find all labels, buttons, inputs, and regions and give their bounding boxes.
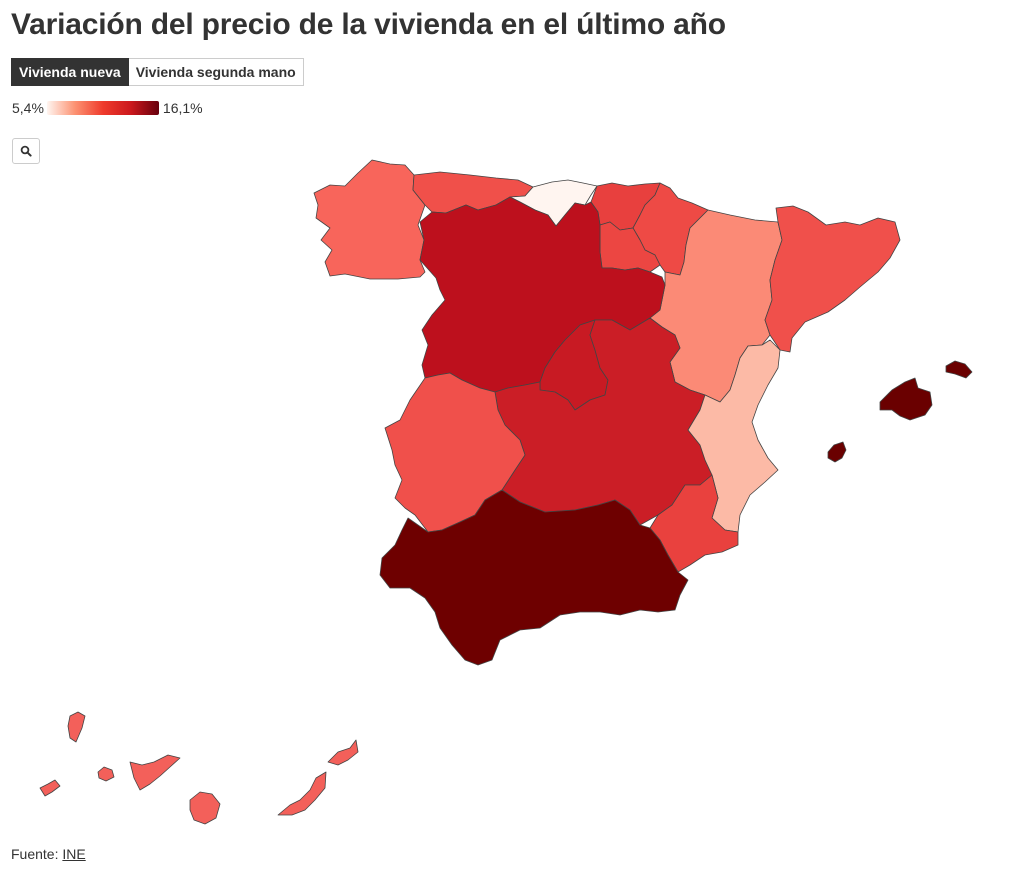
region-baleares-mallorca[interactable]	[879, 377, 933, 421]
region-canarias-tenerife[interactable]	[129, 754, 181, 791]
zoom-button[interactable]	[12, 138, 40, 164]
tab-vivienda-nueva[interactable]: Vivienda nueva	[11, 58, 129, 86]
source-label: Fuente:	[11, 846, 59, 862]
color-legend: 5,4% 16,1%	[12, 100, 203, 116]
tab-vivienda-segunda-mano[interactable]: Vivienda segunda mano	[128, 58, 304, 86]
region-baleares-ibiza[interactable]	[827, 441, 847, 463]
source-link[interactable]: INE	[62, 846, 86, 862]
legend-max-label: 16,1%	[162, 100, 203, 116]
legend-gradient-bar	[46, 101, 159, 115]
region-canarias-el-hierro[interactable]	[39, 779, 61, 797]
region-galicia[interactable]	[313, 159, 426, 280]
region-baleares-menorca[interactable]	[945, 360, 973, 379]
tab-group: Vivienda nueva Vivienda segunda mano	[11, 58, 304, 86]
region-canarias-la-palma[interactable]	[67, 711, 86, 743]
region-cataluna[interactable]	[764, 205, 901, 353]
region-canarias-gran-canaria[interactable]	[189, 791, 221, 825]
page-title: Variación del precio de la vivienda en e…	[11, 8, 726, 41]
region-canarias-la-gomera[interactable]	[97, 766, 115, 782]
source-note: Fuente: INE	[11, 846, 86, 862]
region-murcia[interactable]	[649, 474, 739, 573]
region-andalucia[interactable]	[379, 489, 689, 666]
legend-min-label: 5,4%	[12, 100, 44, 116]
search-icon	[20, 145, 32, 157]
region-canarias-lanzarote[interactable]	[327, 739, 359, 766]
region-canarias-fuerteventura[interactable]	[277, 771, 327, 816]
